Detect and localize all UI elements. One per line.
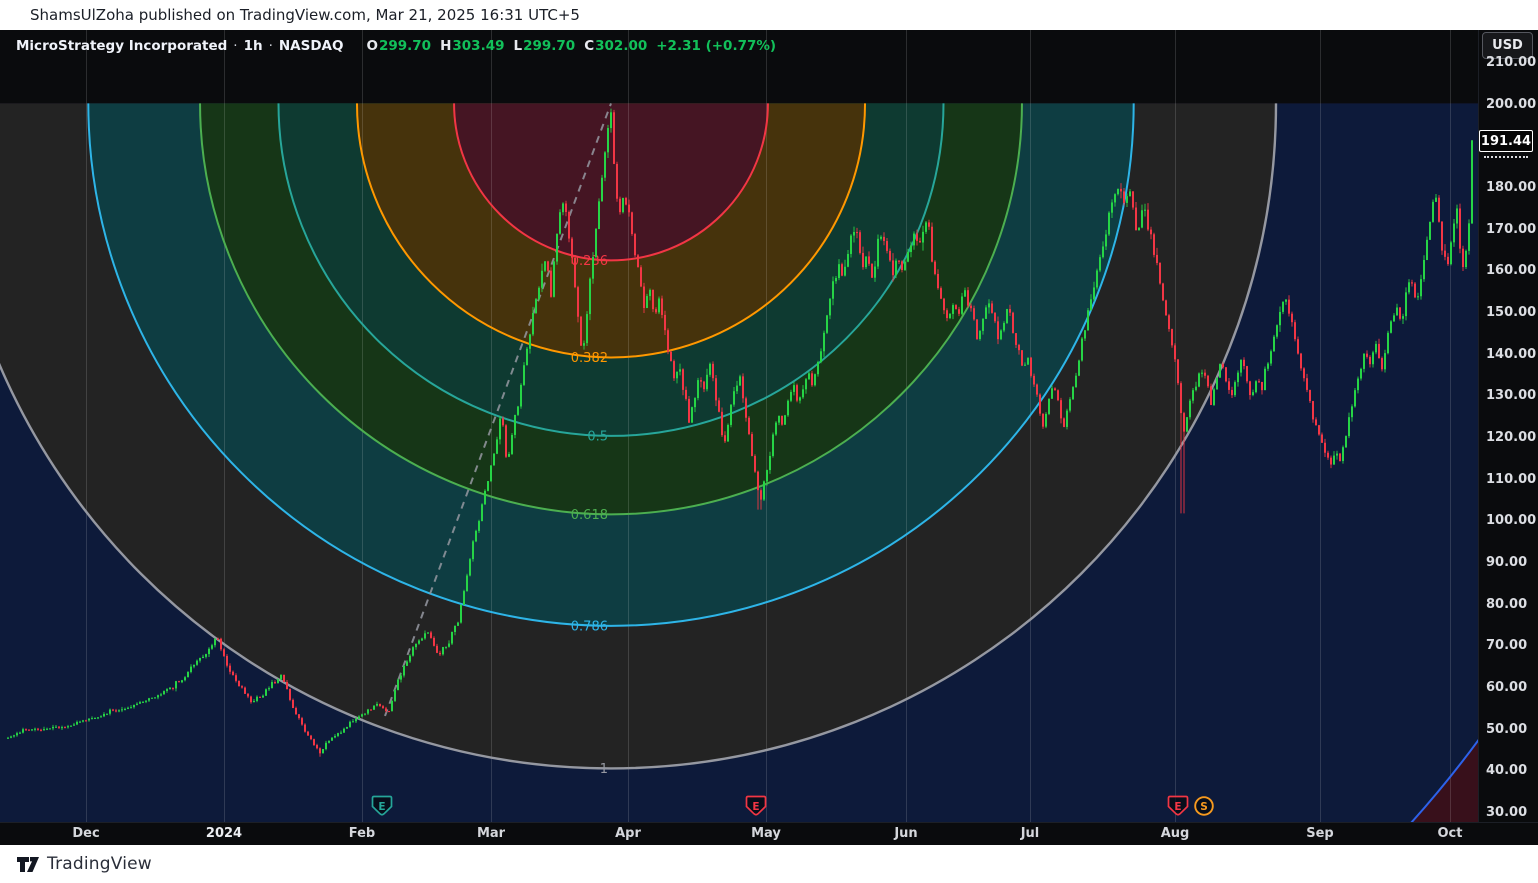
time-tick-Apr: Apr — [615, 826, 641, 841]
price-tick-130.00: 130.00 — [1486, 388, 1537, 404]
price-tick-200.00: 200.00 — [1486, 96, 1537, 112]
svg-text:E: E — [1174, 801, 1181, 813]
price-tick-150.00: 150.00 — [1486, 305, 1537, 320]
candlestick-series — [7, 108, 1473, 757]
time-tick-2024: 2024 — [205, 826, 243, 841]
fib-arc-fills — [0, 103, 1478, 822]
time-tick-Sep: Sep — [1306, 826, 1334, 841]
brand-bar: TradingView — [0, 845, 1538, 883]
fib-label-1: 1 — [600, 762, 608, 777]
ohlc-values: O 299.70 H 303.49 L 299.70 C 302.00 — [357, 38, 647, 54]
svg-text:E: E — [378, 801, 385, 813]
split-marker[interactable]: S — [1194, 796, 1214, 816]
earnings-marker[interactable]: E — [745, 795, 767, 816]
time-tick-Feb: Feb — [348, 826, 376, 841]
price-tick-160.00: 160.00 — [1486, 263, 1537, 279]
tradingview-logo-icon[interactable] — [16, 856, 40, 873]
price-tick-90.00: 90.00 — [1486, 555, 1528, 570]
ohlc-letter-H: H — [440, 38, 452, 54]
price-tick-60.00: 60.00 — [1486, 680, 1528, 695]
fib-label-0.5: 0.5 — [587, 429, 608, 444]
ohlc-letter-O: O — [366, 38, 378, 54]
price-chart-canvas[interactable]: 0.236 0.382 0.5 0.618 0.786 1 E E E S — [0, 30, 1478, 822]
fib-label-0.236: 0.236 — [571, 254, 608, 269]
interval-label[interactable]: 1h — [243, 38, 263, 54]
time-tick-Mar: Mar — [476, 826, 506, 841]
price-label-dotted-edge — [1484, 156, 1528, 158]
time-axis[interactable]: Dec 2024 Feb Mar Apr May Jun Jul Aug Sep Oct — [0, 822, 1538, 845]
fib-trendline[interactable] — [384, 103, 612, 717]
time-tick-Jul: Jul — [1020, 826, 1040, 841]
price-tick-50.00: 50.00 — [1486, 721, 1528, 737]
price-tick-210.00: 210.00 — [1486, 55, 1537, 70]
time-tick-Oct: Oct — [1437, 826, 1463, 841]
price-axis[interactable]: USD 191.44 210.00 200.00 180.00 170.00 160.0… — [1478, 30, 1538, 822]
ohlc-value-H: 303.49 — [452, 38, 505, 54]
legend-separator: · — [268, 38, 273, 54]
current-price-label: 191.44 — [1479, 130, 1533, 152]
ohlc-value-L: 299.70 — [523, 38, 576, 54]
price-tick-40.00: 40.00 — [1486, 763, 1528, 779]
fib-label-0.618: 0.618 — [571, 508, 608, 523]
ohlc-letter-C: C — [584, 38, 595, 54]
fib-label-0.382: 0.382 — [571, 351, 608, 366]
time-tick-May: May — [751, 826, 781, 841]
symbol-legend[interactable]: MicroStrategy Incorporated · 1h · NASDAQ… — [16, 36, 776, 56]
price-tick-110.00: 110.00 — [1486, 471, 1537, 487]
legend-separator: · — [233, 38, 238, 54]
exchange-label: NASDAQ — [278, 38, 344, 54]
earnings-marker[interactable]: E — [1167, 795, 1189, 816]
price-tick-170.00: 170.00 — [1486, 221, 1537, 237]
price-tick-80.00: 80.00 — [1486, 596, 1528, 612]
attribution-bar: ShamsUlZoha published on TradingView.com… — [0, 0, 1538, 30]
attribution-text: ShamsUlZoha published on TradingView.com… — [30, 6, 580, 24]
price-tick-100.00: 100.00 — [1486, 513, 1537, 529]
price-tick-180.00: 180.00 — [1486, 180, 1537, 195]
time-tick-Jun: Jun — [894, 826, 918, 841]
earnings-marker[interactable]: E — [371, 795, 393, 816]
price-tick-30.00: 30.00 — [1486, 805, 1528, 820]
symbol-title[interactable]: MicroStrategy Incorporated — [16, 38, 228, 54]
fib-label-0.786: 0.786 — [571, 620, 608, 635]
svg-text:S: S — [1200, 801, 1208, 813]
gridlines — [86, 30, 1451, 822]
time-tick-Dec: Dec — [72, 826, 100, 841]
currency-button[interactable]: USD — [1482, 32, 1533, 59]
change-value: +2.31 (+0.77%) — [656, 38, 777, 54]
ohlc-value-C: 302.00 — [595, 38, 648, 54]
ohlc-letter-L: L — [513, 38, 523, 54]
fib-level-labels: 0.236 0.382 0.5 0.618 0.786 1 — [571, 254, 608, 777]
chart-area[interactable]: 0.236 0.382 0.5 0.618 0.786 1 E E E S MicroStrat… — [0, 30, 1538, 845]
time-tick-Aug: Aug — [1160, 826, 1190, 841]
fib-arc-lines[interactable] — [0, 103, 1478, 822]
tradingview-logo-text[interactable]: TradingView — [47, 854, 152, 874]
ohlc-value-O: 299.70 — [378, 38, 432, 54]
price-tick-120.00: 120.00 — [1486, 430, 1537, 445]
price-tick-70.00: 70.00 — [1486, 638, 1528, 654]
svg-text:E: E — [752, 801, 759, 813]
price-tick-140.00: 140.00 — [1486, 346, 1537, 362]
